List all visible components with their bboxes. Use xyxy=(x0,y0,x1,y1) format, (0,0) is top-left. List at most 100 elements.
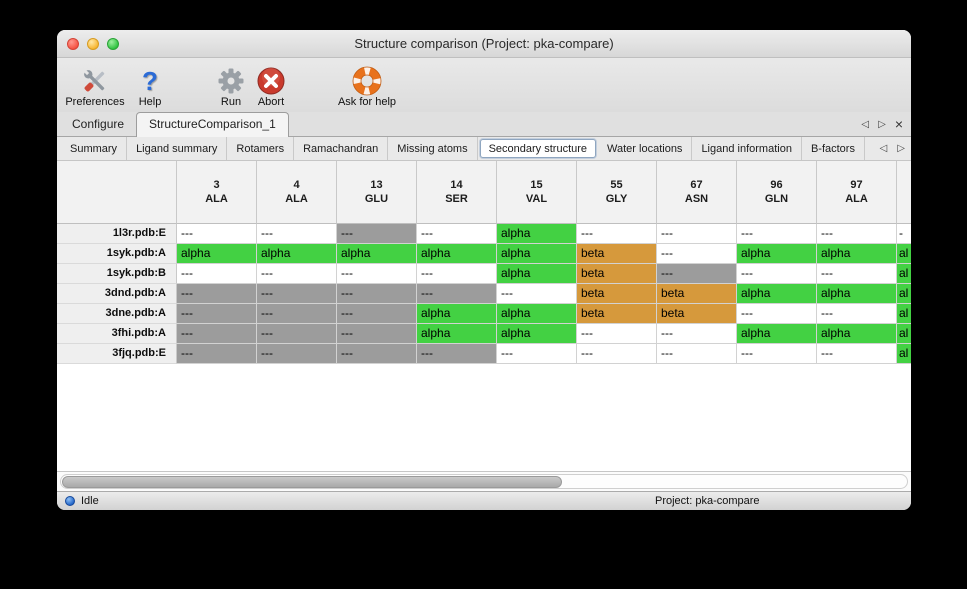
tab-prev-arrow-icon[interactable]: ◁ xyxy=(861,118,870,130)
table-cell[interactable]: --- xyxy=(657,324,737,344)
table-cell[interactable]: --- xyxy=(497,344,577,364)
subtab-ramachandran[interactable]: Ramachandran xyxy=(294,137,389,160)
table-cell[interactable]: alpha xyxy=(497,264,577,284)
table-cell[interactable]: --- xyxy=(257,344,337,364)
table-cell[interactable]: al xyxy=(897,244,911,264)
close-window-button[interactable] xyxy=(67,37,79,50)
subtab-ligand-information[interactable]: Ligand information xyxy=(692,137,802,160)
table-cell[interactable]: alpha xyxy=(417,304,497,324)
table-cell[interactable]: --- xyxy=(497,284,577,304)
table-cell[interactable]: --- xyxy=(657,264,737,284)
table-cell[interactable]: alpha xyxy=(417,324,497,344)
table-cell[interactable]: --- xyxy=(257,264,337,284)
table-cell[interactable]: beta xyxy=(577,284,657,304)
table-cell[interactable]: --- xyxy=(737,344,817,364)
table-cell[interactable]: alpha xyxy=(497,304,577,324)
row-label[interactable]: 3fjq.pdb:E xyxy=(57,344,177,364)
table-cell[interactable]: --- xyxy=(817,344,897,364)
table-cell[interactable]: --- xyxy=(817,264,897,284)
table-cell[interactable]: --- xyxy=(577,324,657,344)
subtab-next-arrow-icon[interactable]: ▷ xyxy=(897,143,905,154)
subtab-summary[interactable]: Summary xyxy=(61,137,128,160)
scrollbar-thumb[interactable] xyxy=(62,476,562,488)
subtab-rotamers[interactable]: Rotamers xyxy=(227,137,295,160)
table-cell[interactable]: alpha xyxy=(177,244,257,264)
table-cell[interactable]: --- xyxy=(657,244,737,264)
table-cell[interactable]: --- xyxy=(737,264,817,284)
row-label[interactable]: 3dnd.pdb:A xyxy=(57,284,177,304)
table-cell[interactable]: --- xyxy=(337,264,417,284)
table-cell[interactable]: --- xyxy=(177,284,257,304)
table-cell[interactable]: alpha xyxy=(497,244,577,264)
table-cell[interactable]: --- xyxy=(417,284,497,304)
tab-close-icon[interactable]: × xyxy=(894,116,903,132)
table-cell[interactable]: beta xyxy=(657,284,737,304)
table-cell[interactable]: --- xyxy=(337,284,417,304)
table-cell[interactable]: --- xyxy=(177,344,257,364)
table-cell[interactable]: al xyxy=(897,264,911,284)
table-cell[interactable]: --- xyxy=(337,224,417,244)
ask-for-help-button[interactable]: Ask for help xyxy=(330,62,404,109)
table-cell[interactable]: --- xyxy=(737,224,817,244)
table-cell[interactable]: --- xyxy=(177,324,257,344)
table-cell[interactable]: --- xyxy=(257,284,337,304)
table-cell[interactable]: --- xyxy=(177,224,257,244)
table-cell[interactable]: alpha xyxy=(337,244,417,264)
subtab-secondary-structure[interactable]: Secondary structure xyxy=(479,139,597,158)
table-cell[interactable]: beta xyxy=(657,304,737,324)
tab-configure[interactable]: Configure xyxy=(72,117,125,131)
table-cell[interactable]: --- xyxy=(817,224,897,244)
table-cell[interactable]: --- xyxy=(337,344,417,364)
table-cell[interactable]: alpha xyxy=(497,224,577,244)
subtab-ligand-summary[interactable]: Ligand summary xyxy=(127,137,228,160)
table-cell[interactable]: alpha xyxy=(737,284,817,304)
table-cell[interactable]: --- xyxy=(257,224,337,244)
table-cell[interactable]: --- xyxy=(417,264,497,284)
table-cell[interactable]: alpha xyxy=(817,284,897,304)
table-cell[interactable]: alpha xyxy=(497,324,577,344)
row-label[interactable]: 1syk.pdb:A xyxy=(57,244,177,264)
subtab-b-factors[interactable]: B-factors xyxy=(802,137,865,160)
table-cell[interactable]: al xyxy=(897,284,911,304)
table-cell[interactable]: --- xyxy=(337,324,417,344)
run-button[interactable]: Run xyxy=(214,62,248,109)
abort-button[interactable]: Abort xyxy=(251,62,291,109)
table-cell[interactable]: --- xyxy=(577,344,657,364)
table-cell[interactable]: alpha xyxy=(417,244,497,264)
table-cell[interactable]: --- xyxy=(257,304,337,324)
row-label[interactable]: 3dne.pdb:A xyxy=(57,304,177,324)
table-cell[interactable]: --- xyxy=(817,304,897,324)
zoom-window-button[interactable] xyxy=(107,37,119,50)
table-cell[interactable]: --- xyxy=(177,304,257,324)
table-cell[interactable]: --- xyxy=(257,324,337,344)
table-cell[interactable]: --- xyxy=(657,344,737,364)
table-cell[interactable]: --- xyxy=(577,224,657,244)
table-cell[interactable]: al xyxy=(897,324,911,344)
table-cell[interactable]: beta xyxy=(577,264,657,284)
tab-structurecomparison-1[interactable]: StructureComparison_1 xyxy=(136,112,289,137)
table-cell[interactable]: - xyxy=(897,224,911,244)
table-cell[interactable]: --- xyxy=(417,224,497,244)
row-label[interactable]: 1syk.pdb:B xyxy=(57,264,177,284)
table-cell[interactable]: alpha xyxy=(737,244,817,264)
table-cell[interactable]: beta xyxy=(577,244,657,264)
subtab-water-locations[interactable]: Water locations xyxy=(598,137,693,160)
table-cell[interactable]: alpha xyxy=(257,244,337,264)
subtab-missing-atoms[interactable]: Missing atoms xyxy=(388,137,478,160)
table-cell[interactable]: alpha xyxy=(817,324,897,344)
tab-next-arrow-icon[interactable]: ▷ xyxy=(878,118,886,130)
table-cell[interactable]: --- xyxy=(337,304,417,324)
table-cell[interactable]: --- xyxy=(417,344,497,364)
minimize-window-button[interactable] xyxy=(87,37,99,50)
table-cell[interactable]: --- xyxy=(737,304,817,324)
table-cell[interactable]: alpha xyxy=(817,244,897,264)
table-cell[interactable]: al xyxy=(897,304,911,324)
table-cell[interactable]: beta xyxy=(577,304,657,324)
help-button[interactable]: ? Help xyxy=(133,62,167,109)
table-cell[interactable]: alpha xyxy=(737,324,817,344)
table-cell[interactable]: --- xyxy=(177,264,257,284)
preferences-button[interactable]: Preferences xyxy=(60,62,130,109)
subtab-prev-arrow-icon[interactable]: ◁ xyxy=(879,143,888,154)
table-cell[interactable]: --- xyxy=(657,224,737,244)
row-label[interactable]: 1l3r.pdb:E xyxy=(57,224,177,244)
